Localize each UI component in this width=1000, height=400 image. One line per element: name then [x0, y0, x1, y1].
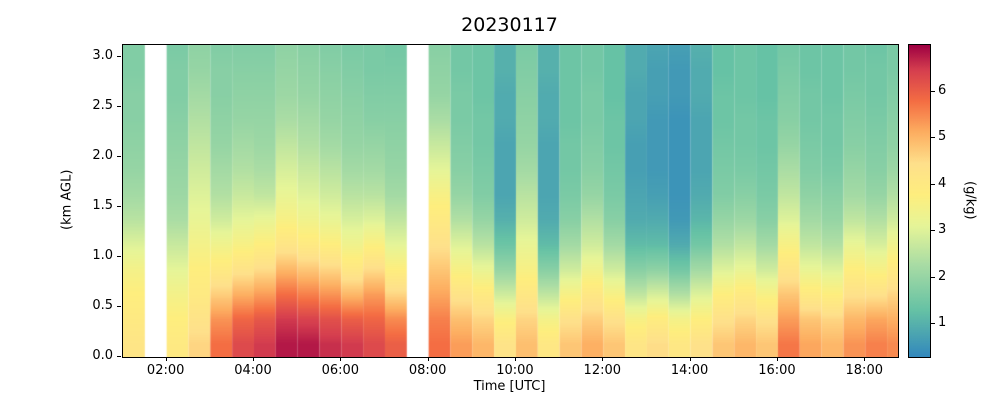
x-tick-mark [165, 357, 167, 361]
x-axis-label: Time [UTC] [473, 379, 546, 394]
x-tick-label: 16:00 [758, 363, 796, 378]
colorbar-label: (g/kg) [962, 180, 978, 220]
colorbar-tick-label: 3 [938, 222, 947, 238]
x-tick-label: 10:00 [496, 363, 534, 378]
colorbar-tick-mark [931, 183, 935, 185]
x-tick-label: 04:00 [234, 363, 272, 378]
x-tick-label: 14:00 [670, 363, 709, 378]
y-tick-mark [117, 156, 121, 158]
x-tick-label: 12:00 [583, 363, 622, 378]
x-tick-mark [689, 357, 691, 361]
y-tick-mark [117, 356, 121, 357]
colorbar-tick-mark [931, 276, 935, 278]
y-tick-label: 1.5 [92, 198, 113, 214]
colorbar-tick-mark [931, 230, 935, 232]
x-tick-mark [427, 357, 429, 361]
x-tick-mark [776, 357, 778, 361]
y-tick-mark [117, 256, 121, 258]
x-tick-mark [864, 357, 866, 361]
colorbar-tick-label: 5 [938, 129, 947, 145]
colorbar-tick-label: 1 [938, 315, 947, 331]
x-tick-label: 18:00 [845, 363, 883, 378]
colorbar [908, 44, 931, 358]
x-tick-mark [340, 357, 342, 361]
x-tick-label: 02:00 [146, 363, 185, 378]
y-tick-label: 2.5 [92, 98, 113, 114]
x-tick-label: 08:00 [408, 363, 447, 378]
colorbar-tick-label: 4 [938, 175, 947, 191]
colorbar-tick-mark [931, 323, 935, 325]
x-tick-mark [514, 357, 516, 361]
y-tick-label: 2.0 [92, 148, 113, 164]
colorbar-tick-mark [931, 137, 935, 139]
plot-title: 20230117 [461, 14, 558, 36]
plot-area [122, 44, 899, 358]
x-tick-label: 06:00 [321, 363, 360, 378]
y-tick-label: 0.0 [92, 348, 113, 363]
colorbar-canvas [909, 45, 930, 357]
x-tick-mark [602, 357, 604, 361]
y-tick-mark [117, 306, 121, 308]
colorbar-tick-label: 6 [938, 82, 947, 98]
y-tick-label: 0.5 [92, 298, 113, 314]
colorbar-tick-mark [931, 90, 935, 92]
y-tick-label: 3.0 [92, 48, 113, 64]
x-tick-mark [252, 357, 254, 361]
y-tick-mark [117, 206, 121, 208]
y-tick-label: 1.0 [92, 248, 113, 264]
heatmap-canvas [123, 45, 898, 357]
y-tick-mark [117, 106, 121, 108]
colorbar-tick-label: 2 [938, 268, 947, 284]
y-axis-label: (km AGL) [59, 169, 75, 231]
y-tick-mark [117, 56, 121, 58]
